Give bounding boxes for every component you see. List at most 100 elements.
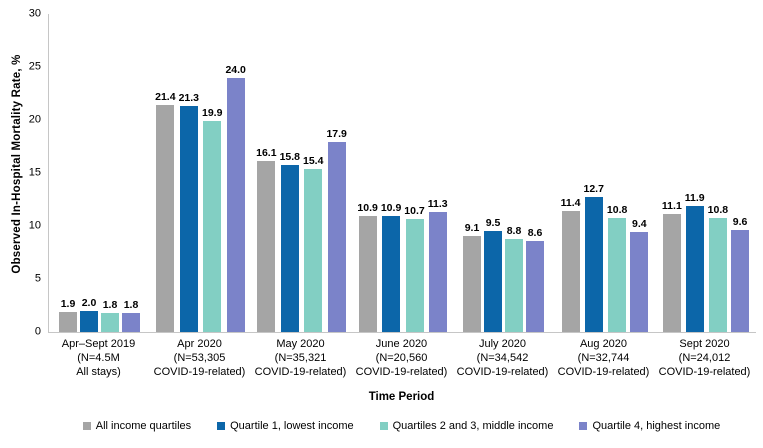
x-tick-label-line: Apr–Sept 2019 xyxy=(61,338,136,350)
bar-column: 1.8 xyxy=(122,14,140,332)
bar xyxy=(358,216,377,332)
bar xyxy=(584,197,603,332)
y-tick-label: 30 xyxy=(28,7,41,20)
bar xyxy=(405,218,424,332)
bar-value-label: 24.0 xyxy=(225,63,246,76)
x-tick-label-line: July 2020 xyxy=(478,338,527,350)
y-tick-label: 15 xyxy=(28,166,41,179)
bar-column: 9.5 xyxy=(484,14,502,332)
x-tick-label-line: (N=32,744 xyxy=(577,351,630,364)
x-tick-label: Sept 2020 (N=24,012 COVID-19-related) xyxy=(654,338,755,379)
bar xyxy=(484,231,502,332)
bar-value-label: 8.8 xyxy=(506,224,522,237)
bar-group: 11.1 11.9 10.8 9.6 xyxy=(655,14,756,332)
bar-column: 24.0 xyxy=(225,14,246,332)
bar xyxy=(122,312,140,332)
x-tick-label-line: (N=53,305 xyxy=(173,351,226,364)
x-tick-label-line: (N=35,321 xyxy=(274,351,327,364)
x-tick-label-line: Aug 2020 xyxy=(579,338,628,350)
x-tick-label-line: COVID-19-related) xyxy=(355,365,448,378)
legend-swatch xyxy=(379,422,388,430)
x-axis-labels: Apr–Sept 2019 (N=4.5M All stays) Apr 2020 (N… xyxy=(48,338,755,379)
x-tick-label-line: Sept 2020 xyxy=(679,338,730,350)
bar-column: 21.3 xyxy=(179,14,199,332)
bar xyxy=(561,211,580,332)
bar-column: 16.1 xyxy=(256,14,277,332)
bar-value-label: 10.8 xyxy=(606,203,628,216)
legend-item: Quartile 1, lowest income xyxy=(217,420,354,432)
bar-column: 15.4 xyxy=(303,14,323,332)
bar xyxy=(203,121,222,332)
bar-column: 10.7 xyxy=(404,14,425,332)
x-tick-label: May 2020 (N=35,321 COVID-19-related) xyxy=(250,338,351,379)
y-tick-label: 25 xyxy=(28,60,41,73)
x-tick-label: July 2020 (N=34,542 COVID-19-related) xyxy=(452,338,553,379)
legend-label: Quartile 4, highest income xyxy=(592,420,721,432)
bar-column: 2.0 xyxy=(80,14,98,332)
bar xyxy=(101,312,119,332)
bar-column: 1.8 xyxy=(101,14,119,332)
bar-value-label: 10.7 xyxy=(404,204,425,217)
bar xyxy=(685,205,704,332)
legend-item: All income quartiles xyxy=(82,420,191,432)
bar-value-label: 9.4 xyxy=(632,218,647,231)
bar-value-label: 9.1 xyxy=(464,221,480,234)
x-tick-label-line: June 2020 xyxy=(375,338,428,350)
bar-group: 21.4 21.3 19.9 24.0 xyxy=(150,14,251,332)
bar xyxy=(630,232,649,332)
x-tick-label: June 2020 (N=20,560 COVID-19-related) xyxy=(351,338,452,379)
y-tick-label: 5 xyxy=(34,272,41,285)
y-tick-label: 0 xyxy=(34,325,41,338)
bar-value-label: 11.4 xyxy=(560,197,581,210)
bar-column: 8.6 xyxy=(526,14,544,332)
x-axis-title: Time Period xyxy=(368,391,435,403)
legend-swatch xyxy=(217,422,226,430)
x-tick-label-line: COVID-19-related) xyxy=(153,365,246,378)
bar-value-label: 16.1 xyxy=(256,147,277,160)
x-tick-label-line: Apr 2020 xyxy=(177,338,222,350)
x-tick-label-line: (N=20,560 xyxy=(375,351,428,364)
bar xyxy=(731,230,750,332)
bar-column: 9.6 xyxy=(731,14,750,332)
bar-value-label: 8.6 xyxy=(527,226,543,239)
bar-column: 21.4 xyxy=(155,14,176,332)
x-tick-label: Apr 2020 (N=53,305 COVID-19-related) xyxy=(149,338,250,379)
bar xyxy=(463,235,481,332)
bar-group: 1.9 2.0 1.8 1.8 xyxy=(49,14,150,332)
bar-group: 16.1 15.8 15.4 17.9 xyxy=(251,14,352,332)
bar-value-label: 1.8 xyxy=(102,298,118,311)
bar-value-label: 10.9 xyxy=(357,202,378,215)
y-tick-label: 20 xyxy=(28,113,41,126)
bar-column: 9.4 xyxy=(630,14,649,332)
bar-value-label: 2.0 xyxy=(81,296,97,309)
x-tick-label-line: (N=24,012 xyxy=(678,351,731,364)
bar xyxy=(708,217,727,332)
bar-column: 10.9 xyxy=(381,14,401,332)
bar-column: 10.8 xyxy=(708,14,728,332)
bar xyxy=(327,142,346,332)
bar xyxy=(179,106,198,332)
bar-value-label: 9.5 xyxy=(485,217,501,230)
x-tick-label-line: All stays) xyxy=(76,365,121,378)
bar-group: 11.4 12.7 10.8 9.4 xyxy=(554,14,655,332)
y-tick-label: 10 xyxy=(28,219,41,232)
bar-value-label: 19.9 xyxy=(202,107,223,120)
bar-column: 17.9 xyxy=(326,14,347,332)
bar-column: 10.9 xyxy=(357,14,378,332)
bar xyxy=(505,238,523,332)
bar-value-label: 1.8 xyxy=(123,298,139,311)
bar-value-label: 1.9 xyxy=(60,297,76,310)
bar xyxy=(80,310,98,332)
x-tick-label-line: May 2020 xyxy=(276,338,325,350)
x-tick-label-line: COVID-19-related) xyxy=(456,365,549,378)
bar-group: 9.1 9.5 8.8 8.6 xyxy=(453,14,554,332)
bar-column: 15.8 xyxy=(280,14,300,332)
x-tick-label: Aug 2020 (N=32,744 COVID-19-related) xyxy=(553,338,654,379)
bar xyxy=(428,212,447,332)
bar xyxy=(59,311,77,332)
x-tick-label-line: (N=34,542 xyxy=(476,351,529,364)
bar-column: 12.7 xyxy=(583,14,604,332)
bar-value-label: 15.8 xyxy=(279,150,300,163)
bar-value-label: 21.4 xyxy=(155,91,176,104)
bar xyxy=(156,105,175,332)
